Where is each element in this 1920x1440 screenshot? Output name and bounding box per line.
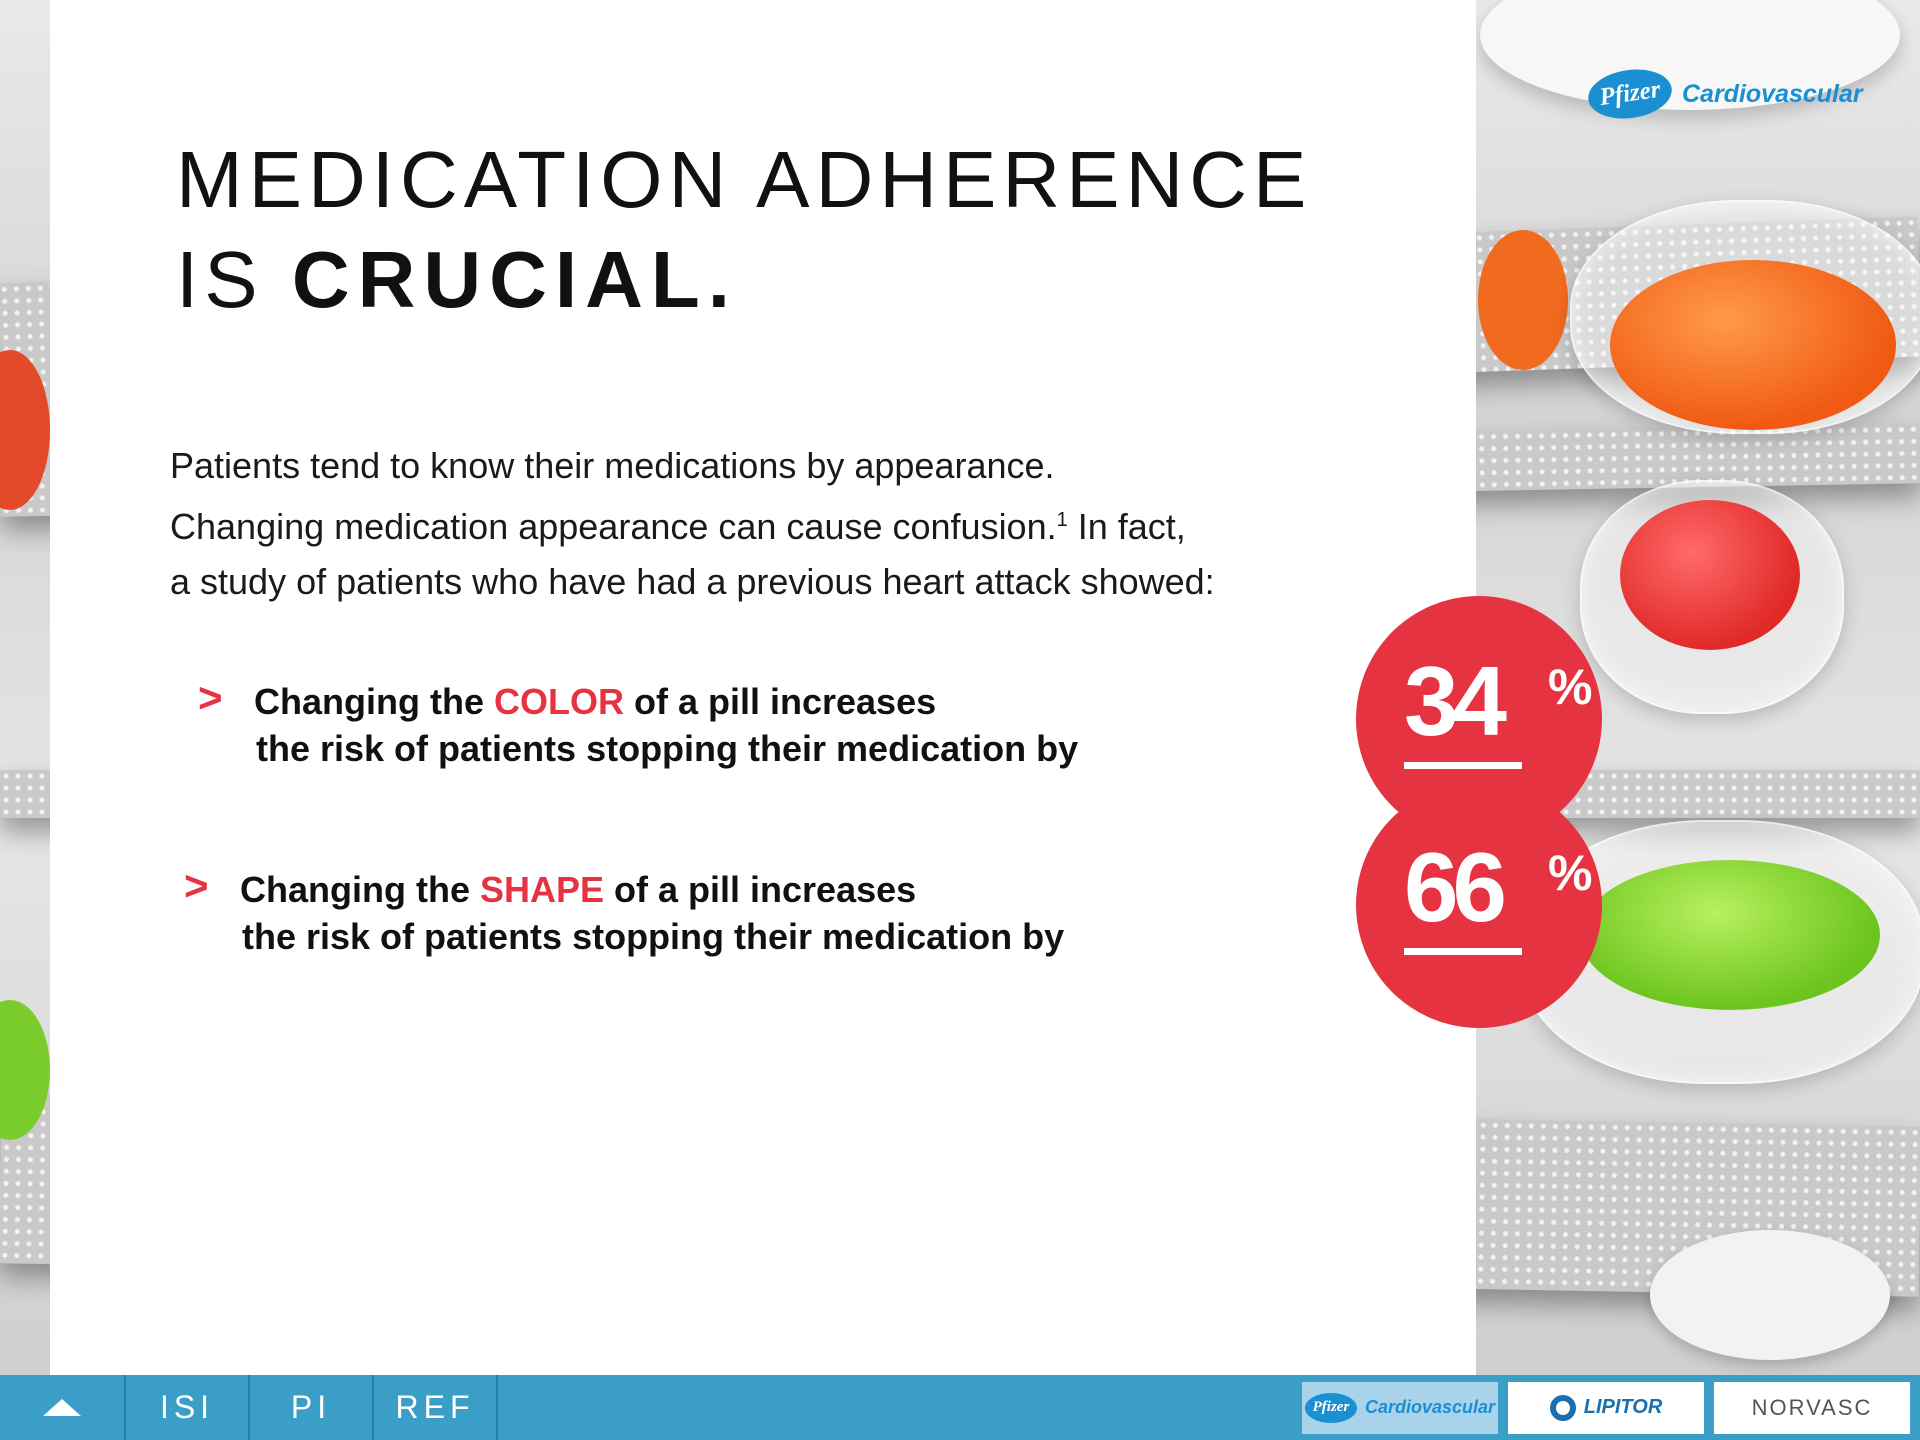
bullet-color: > Changing the COLOR of a pill increases… (198, 674, 1079, 772)
bullet-prefix: Changing the (240, 869, 480, 910)
nav-isi-button[interactable]: ISI (126, 1375, 250, 1440)
bullet-suffix: of a pill increases (604, 869, 917, 910)
pfizer-logo-mark: Pfizer (1585, 64, 1675, 124)
content-panel (50, 0, 1476, 1375)
bullet-line-2: the risk of patients stopping their medi… (256, 728, 1079, 769)
chevron-right-icon: > (198, 674, 223, 721)
arrow-up-icon (43, 1399, 81, 1416)
stat-circle-shape: 66 % (1356, 782, 1602, 1028)
bullet-shape: > Changing the SHAPE of a pill increases… (184, 862, 1065, 960)
bullet-prefix: Changing the (254, 681, 494, 722)
stat-value: 66 (1404, 832, 1507, 942)
stat-underline (1404, 762, 1522, 769)
nav-pi-button[interactable]: PI (250, 1375, 374, 1440)
stat-unit: % (1548, 845, 1593, 901)
pfizer-mini-logo: Pfizer (1304, 1392, 1357, 1423)
stat-unit: % (1548, 659, 1593, 715)
bullet-highlight: SHAPE (479, 869, 605, 910)
chevron-right-icon: > (184, 862, 209, 909)
stat-circle-color: 34 % (1356, 596, 1602, 842)
page-title: MEDICATION ADHERENCE IS CRUCIAL. (176, 130, 1312, 330)
norvasc-badge[interactable]: NORVASC (1714, 1381, 1910, 1434)
title-line-2-bold: CRUCIAL. (291, 235, 738, 324)
intro-line-2b: In fact, (1067, 506, 1186, 547)
lipitor-swirl-icon (1549, 1394, 1576, 1421)
bullet-line-2: the risk of patients stopping their medi… (242, 916, 1065, 957)
bullet-highlight: COLOR (493, 681, 624, 722)
pfizer-cardiovascular-badge[interactable]: Pfizer Cardiovascular (1302, 1381, 1498, 1434)
footer-logos: Pfizer Cardiovascular LIPITOR NORVASC (1302, 1375, 1920, 1440)
title-line-2-prefix: IS (176, 235, 292, 324)
stat-value: 34 (1404, 646, 1507, 756)
intro-line-2a: Changing medication appearance can cause… (170, 506, 1057, 547)
badge-text: LIPITOR (1583, 1396, 1663, 1418)
badge-text: NORVASC (1751, 1394, 1873, 1420)
bullet-suffix: of a pill increases (623, 681, 937, 722)
footnote-ref: 1 (1056, 509, 1068, 531)
badge-text: Cardiovascular (1364, 1397, 1496, 1417)
pfizer-cardiovascular-logo: Pfizer Cardiovascular (1585, 64, 1863, 124)
lipitor-badge[interactable]: LIPITOR (1508, 1381, 1704, 1434)
intro-paragraph: Patients tend to know their medications … (170, 438, 1330, 609)
stat-underline (1404, 948, 1522, 955)
nav-up-button[interactable] (0, 1375, 126, 1440)
intro-line-1: Patients tend to know their medications … (170, 445, 1055, 486)
title-line-1: MEDICATION ADHERENCE (176, 135, 1313, 224)
bottom-nav-bar: ISI PI REF Pfizer Cardiovascular LIPITOR… (0, 1375, 1920, 1440)
nav-ref-button[interactable]: REF (374, 1375, 498, 1440)
intro-line-3: a study of patients who have had a previ… (170, 561, 1215, 602)
brand-name: Cardiovascular (1682, 79, 1863, 108)
